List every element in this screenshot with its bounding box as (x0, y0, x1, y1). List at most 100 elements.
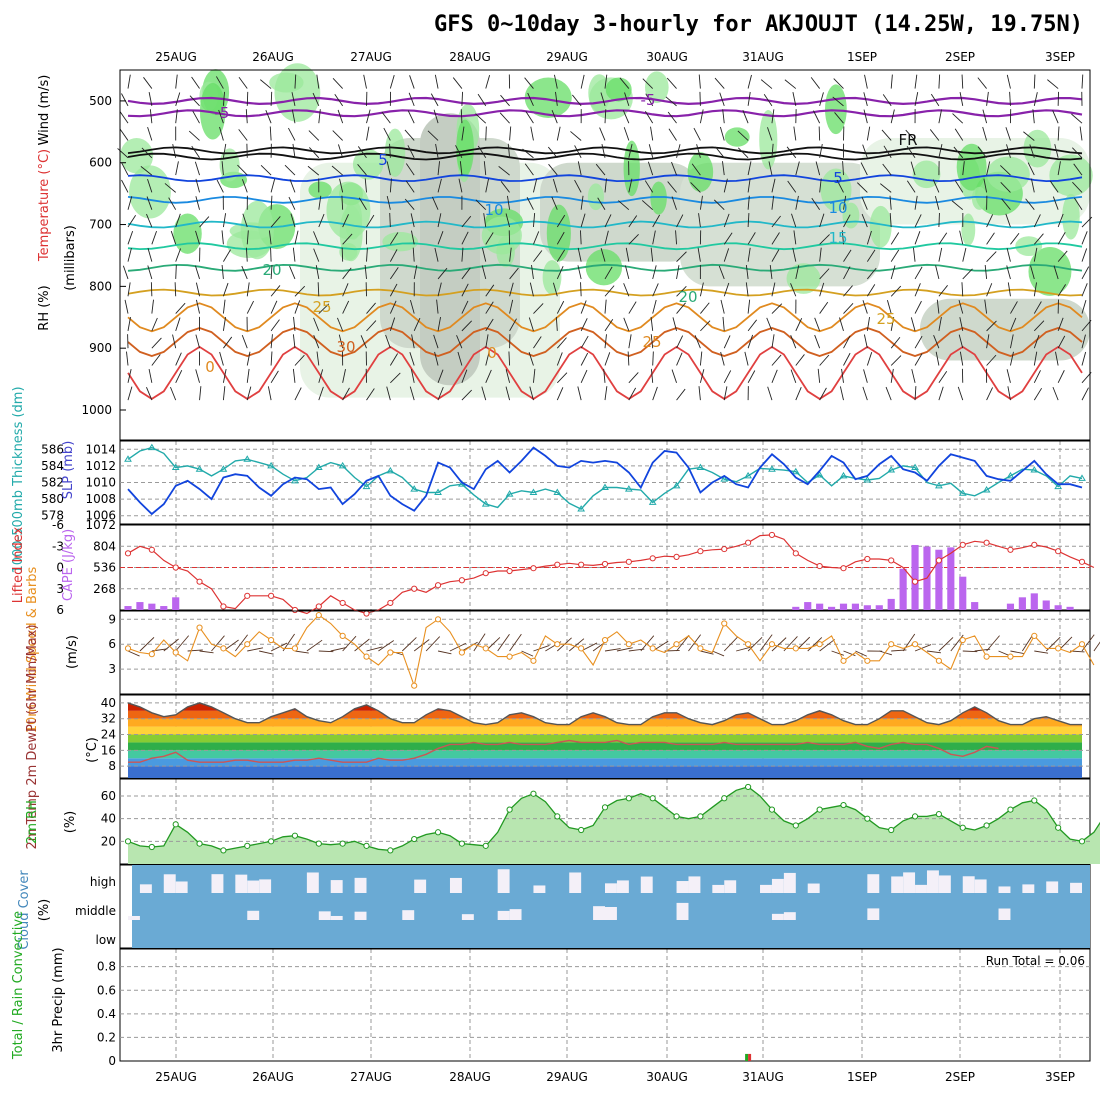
temp-contour-line (127, 242, 1083, 251)
lifted-index-line-point (792, 550, 799, 557)
wind-barb (938, 109, 942, 124)
wind-barb (477, 93, 487, 107)
wind-barb (819, 92, 824, 106)
wind-barb (508, 351, 511, 366)
temp-unit-label: (°C) (85, 737, 100, 763)
wind-barb (790, 334, 797, 349)
wind-barb (814, 317, 821, 332)
wind-barb (485, 369, 492, 383)
wind-barb (221, 230, 224, 245)
wind-barb (1001, 198, 1011, 210)
wind-barb (958, 299, 964, 314)
wind-barb (237, 164, 248, 176)
cloud-high-bar (760, 884, 772, 893)
wind-barb (481, 247, 487, 262)
rh-line-point (601, 804, 609, 811)
rh-line-point (1055, 824, 1062, 831)
surface-wind-barb (723, 636, 739, 652)
wind-barb (555, 316, 558, 331)
wind-barb (986, 334, 990, 349)
wind-barb (914, 214, 922, 228)
wind-barb (977, 146, 987, 159)
temp-contour-line (127, 195, 1083, 204)
wind-barb (222, 213, 227, 228)
wind-barb (890, 285, 902, 297)
wind-barb (270, 216, 281, 228)
slp-tick: 1014 (85, 442, 116, 456)
wind-barb (437, 178, 442, 193)
wind-barb (1055, 351, 1059, 366)
cloud-mid-bar (867, 908, 880, 920)
cloud-high-bar (962, 876, 975, 893)
thickness-line-point (147, 443, 156, 451)
wind-barb (1081, 231, 1088, 245)
wind-barb (906, 146, 916, 159)
wind-barb (528, 317, 534, 332)
wind-barb (882, 163, 892, 176)
wind-barb (219, 126, 224, 141)
wind-barb (962, 268, 973, 280)
wind-barb (533, 178, 538, 193)
wind-barb (238, 129, 248, 141)
wind-barb (628, 233, 639, 245)
wind-barb (431, 196, 439, 210)
thickness-line-point (1078, 474, 1086, 481)
wind-barb (556, 387, 564, 401)
wind-barb (675, 230, 677, 245)
wind-barb (461, 369, 468, 383)
wind-barb (522, 148, 534, 159)
wind-barb (457, 351, 463, 366)
surface-wind-barb (449, 642, 467, 652)
wind-barb (309, 147, 320, 159)
wind-barb (151, 337, 162, 349)
wind-barb (318, 386, 324, 401)
wind-barb (786, 146, 797, 159)
rh-high-cell (496, 236, 515, 268)
wind-speed-line-point (935, 657, 943, 664)
wind-speed-line-point (959, 636, 966, 644)
wind-barb (223, 336, 233, 349)
wind-barb (604, 109, 607, 124)
wind-barb (268, 230, 272, 245)
cloud-high-bar (783, 872, 796, 893)
surface-wind-barb (855, 650, 867, 657)
wind-barb (339, 178, 344, 193)
wind-barb (792, 92, 797, 106)
temp-tick: 16 (101, 743, 116, 757)
wind-barb (628, 301, 637, 314)
cape-tick: 268 (93, 582, 116, 596)
cloud-high-bar (330, 880, 343, 893)
wind-barb (771, 232, 780, 245)
wind-barb (175, 109, 178, 124)
wind-barb (718, 265, 725, 280)
rh-line-point (697, 813, 704, 820)
wind-barb (890, 336, 901, 349)
wind-barb (719, 126, 725, 141)
wind-barb (548, 163, 558, 176)
wind-barb (747, 319, 758, 332)
wind-barb (1072, 181, 1083, 193)
wind-speed-line-point (983, 653, 990, 660)
cloud-high-bar (306, 872, 319, 893)
cloud-cover-label: Cloud Cover (17, 870, 32, 950)
thickness-line-point (338, 461, 347, 469)
convective-bar (748, 1053, 752, 1061)
date-label-top: 29AUG (546, 50, 588, 64)
wind-barb (437, 231, 444, 245)
wind-barb (650, 316, 654, 331)
cape-bar (1018, 597, 1026, 610)
wind-barb (527, 92, 534, 107)
wind-barb (843, 249, 852, 262)
rh-high-cell (986, 156, 1030, 192)
wind-barb (413, 317, 421, 332)
wind-barb (767, 127, 773, 141)
wind-barb (1033, 233, 1044, 245)
wind-barb (769, 264, 773, 280)
slp-line (127, 446, 1083, 516)
temp-band (128, 734, 1082, 743)
surface-wind-barb (771, 637, 787, 652)
rh-high-cell (650, 181, 667, 215)
wind-speed-line-point (840, 657, 847, 664)
wind-barb (175, 161, 179, 176)
temp-contour-line (127, 96, 1083, 106)
